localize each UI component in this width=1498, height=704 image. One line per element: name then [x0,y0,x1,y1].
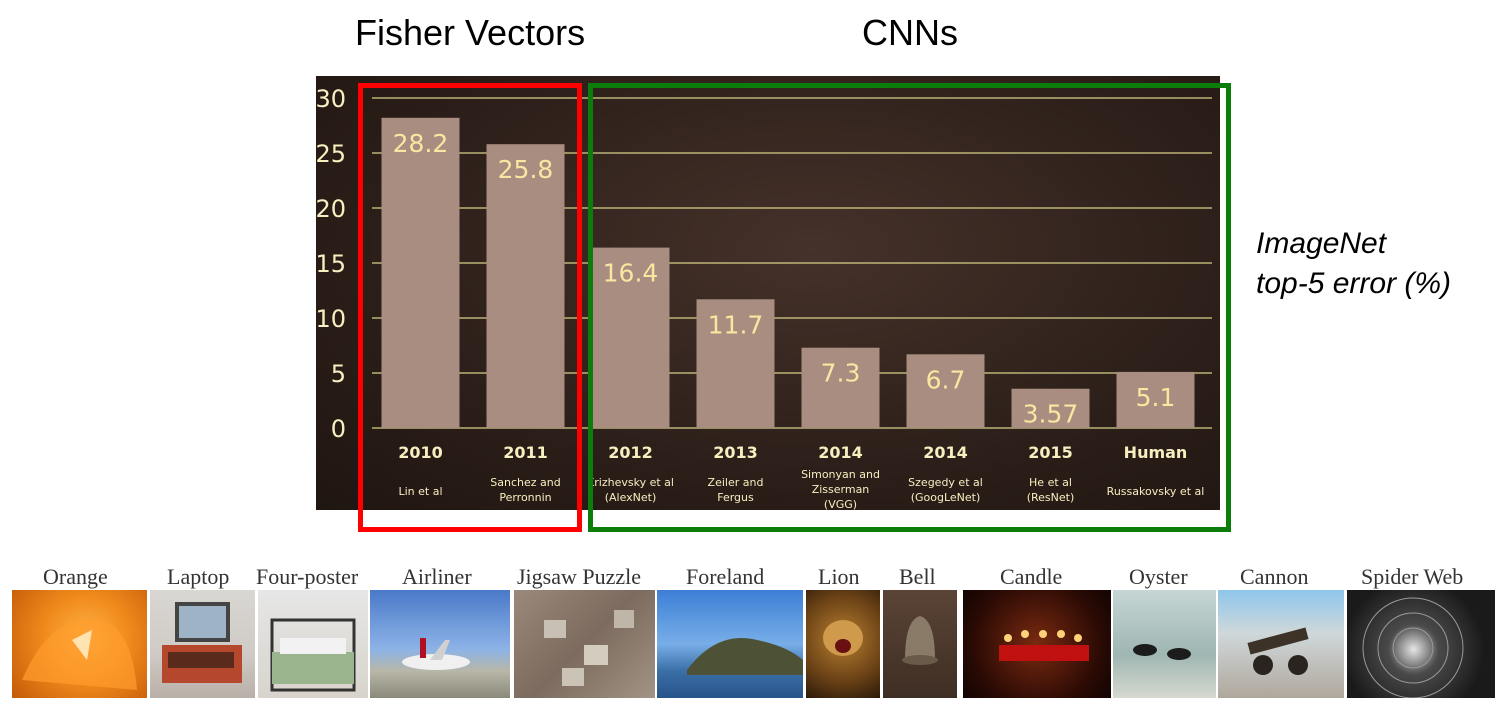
author-label-5-0: Szegedy et al [908,476,983,489]
thumb-label-cannon: Cannon [1240,564,1309,589]
puzzle-photo-icon [514,590,655,698]
foreland-photo-icon [657,590,803,698]
bar-5 [906,354,985,428]
value-label-0: 28.2 [393,129,449,158]
bar-chart-panel: 0 5 10 15 20 25 30 28.2 2010 Lin et al 25.8 2011 San… [316,76,1220,510]
category-label-6: 2015 [1028,443,1073,462]
category-label-0: 2010 [398,443,443,462]
y-axis-label-line-2: top-5 error (%) [1256,267,1452,300]
category-label-3: 2013 [713,443,758,462]
bar-4 [801,347,880,428]
cannon-photo-icon [1218,590,1344,698]
orange-photo-icon [12,590,147,698]
spiderweb-photo-icon [1347,590,1495,698]
value-label-1: 25.8 [498,155,554,184]
bed-photo-icon [258,590,368,698]
value-label-5: 6.7 [926,365,966,394]
laptop-photo-icon [150,590,255,698]
author-label-2-1: (AlexNet) [605,491,657,504]
thumb-label-four-poster: Four-poster [256,564,359,589]
author-label-1-1: Perronnin [499,491,551,504]
bell-photo-icon [883,590,957,698]
thumb-label-airliner: Airliner [402,564,472,589]
y-tick-label-25: 25 [316,140,346,168]
lion-photo-icon [806,590,880,698]
y-tick-label-0: 0 [331,415,346,443]
fisher-vectors-heading: Fisher Vectors [355,12,586,53]
thumb-label-spider-web: Spider Web [1361,564,1464,589]
bar-1 [486,144,565,428]
value-label-2: 16.4 [603,259,659,288]
author-label-7-0: Russakovsky et al [1107,485,1205,498]
thumb-label-foreland: Foreland [686,564,765,589]
author-label-2-0: Krizhevsky et al [587,476,674,489]
category-label-2: 2012 [608,443,653,462]
bar-0 [381,117,460,429]
author-label-0-0: Lin et al [398,485,442,498]
y-axis-label: ImageNet top-5 error (%) [1256,224,1451,304]
author-label-4-2: (VGG) [824,498,857,510]
y-axis-label-line-1: ImageNet [1256,227,1387,260]
author-label-1-0: Sanchez and [490,476,560,489]
thumb-label-laptop: Laptop [167,564,230,589]
y-tick-label-20: 20 [316,195,346,223]
y-tick-label-15: 15 [316,250,346,278]
category-label-5: 2014 [923,443,968,462]
bar-chart: 0 5 10 15 20 25 30 28.2 2010 Lin et al 25.8 2011 San… [316,85,1212,510]
value-label-7: 5.1 [1136,383,1176,412]
author-label-6-0: He et al [1029,476,1072,489]
bar-3 [696,299,775,428]
thumb-label-orange: Orange [43,564,108,589]
y-tick-label-10: 10 [316,305,346,333]
thumb-label-candle: Candle [1000,564,1063,589]
value-label-4: 7.3 [821,359,861,388]
thumb-label-lion: Lion [818,564,860,589]
thumb-label-jigsaw-puzzle: Jigsaw Puzzle [517,564,642,589]
category-label-4: 2014 [818,443,863,462]
thumb-label-bell: Bell [899,564,936,589]
author-label-3-1: Fergus [717,491,754,504]
author-label-4-1: Zisserman [812,483,870,496]
cnns-heading: CNNs [862,12,958,53]
cnns-highlight-box [588,83,1231,532]
author-label-6-1: (ResNet) [1027,491,1075,504]
value-label-3: 11.7 [708,310,764,339]
thumb-label-oyster: Oyster [1129,564,1188,589]
author-label-4-0: Simonyan and [801,468,880,481]
author-label-3-0: Zeiler and [708,476,764,489]
author-label-5-1: (GoogLeNet) [911,491,981,504]
value-label-6: 3.57 [1023,400,1079,429]
y-tick-label-30: 30 [316,85,346,113]
oyster-photo-icon [1113,590,1216,698]
bar-2 [591,247,670,428]
airliner-photo-icon [370,590,510,698]
y-tick-label-5: 5 [331,360,346,388]
bar-7 [1116,371,1195,428]
category-label-7: Human [1124,443,1188,462]
fisher-vectors-highlight-box [358,83,582,532]
category-label-1: 2011 [503,443,548,462]
candle-photo-icon [963,590,1111,698]
bar-6 [1011,388,1090,428]
